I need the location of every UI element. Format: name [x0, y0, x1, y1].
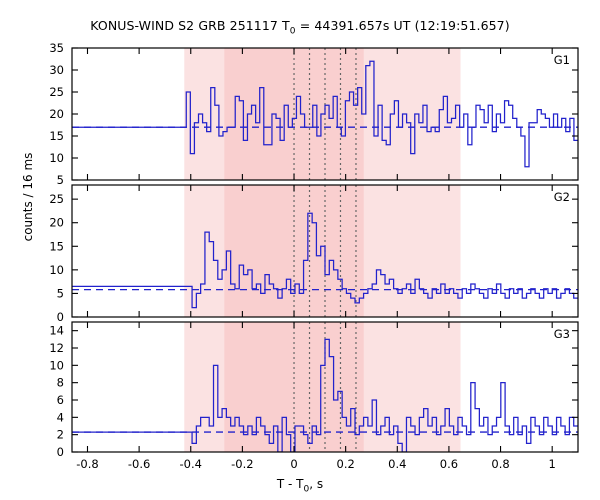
panel-frame [71, 184, 579, 318]
y-tick-label: 14 [49, 324, 64, 338]
y-tick-label: 25 [49, 85, 64, 99]
y-tick-label: 30 [49, 63, 64, 77]
chart-title-t0: T [282, 18, 290, 33]
y-tick-label: 5 [57, 173, 64, 187]
light-curve-g2 [72, 212, 578, 309]
y-tick-label: 0 [57, 310, 64, 324]
y-tick-label: 10 [49, 358, 64, 372]
y-tick-label: 8 [57, 376, 64, 390]
chart-title-text: KONUS-WIND S2 [90, 18, 195, 33]
y-tick-label: 0 [57, 445, 64, 459]
chart-title-grb: GRB 251117 [198, 18, 278, 33]
panel-frame [71, 321, 579, 453]
panel-label-g2: G2 [554, 190, 570, 204]
panel-label-g3: G3 [554, 327, 570, 341]
x-tick-label: -0.6 [128, 457, 150, 471]
panel-g3: 0 2 4 6 8 10 12 14 G3 [49, 321, 579, 459]
panel-g2: 0 5 10 15 20 25 G2 [49, 184, 579, 324]
y-tick-label: 10 [49, 151, 64, 165]
chart-title: KONUS-WIND S2 GRB 251117 T0 = 44391.657s… [0, 18, 600, 37]
x-tick-label: 0.8 [491, 457, 509, 471]
y-tick-label: 15 [49, 129, 64, 143]
x-tick-label: 0.4 [388, 457, 406, 471]
chart-title-t0-sub: 0 [289, 26, 296, 37]
x-axis-label-tail: , s [309, 477, 324, 491]
x-axis-label-main: T - T [276, 477, 304, 491]
light-curve-g3 [72, 338, 578, 452]
x-axis-label: T - T0, s [0, 477, 600, 494]
x-tick-label: -0.2 [231, 457, 253, 471]
y-tick-label: 20 [49, 216, 64, 230]
x-tick-label: 1 [549, 457, 556, 471]
x-tick-label: -0.8 [76, 457, 98, 471]
chart-title-t0-value: = 44391.657s UT (12:19:51.657) [295, 18, 510, 33]
y-tick-label: 15 [49, 239, 64, 253]
y-tick-label: 20 [49, 107, 64, 121]
y-tick-label: 35 [49, 41, 64, 55]
x-tick-label: -0.4 [180, 457, 202, 471]
x-tick-label: 0.2 [337, 457, 355, 471]
panel-label-g1: G1 [554, 53, 570, 67]
y-tick-label: 4 [57, 410, 64, 424]
y-tick-label: 12 [49, 341, 64, 355]
x-axis-label-sub: 0 [303, 484, 310, 495]
light-curve-g1 [72, 60, 578, 168]
y-tick-label: 10 [49, 263, 64, 277]
x-tick-label: 0.6 [440, 457, 458, 471]
y-tick-label: 2 [57, 428, 64, 442]
panel-g1: 5 10 15 20 25 30 35 G1 [49, 41, 579, 187]
y-tick-label: 25 [49, 192, 64, 206]
y-tick-label: 6 [57, 393, 64, 407]
x-tick-label: 0 [290, 457, 297, 471]
y-tick-label: 5 [57, 286, 64, 300]
